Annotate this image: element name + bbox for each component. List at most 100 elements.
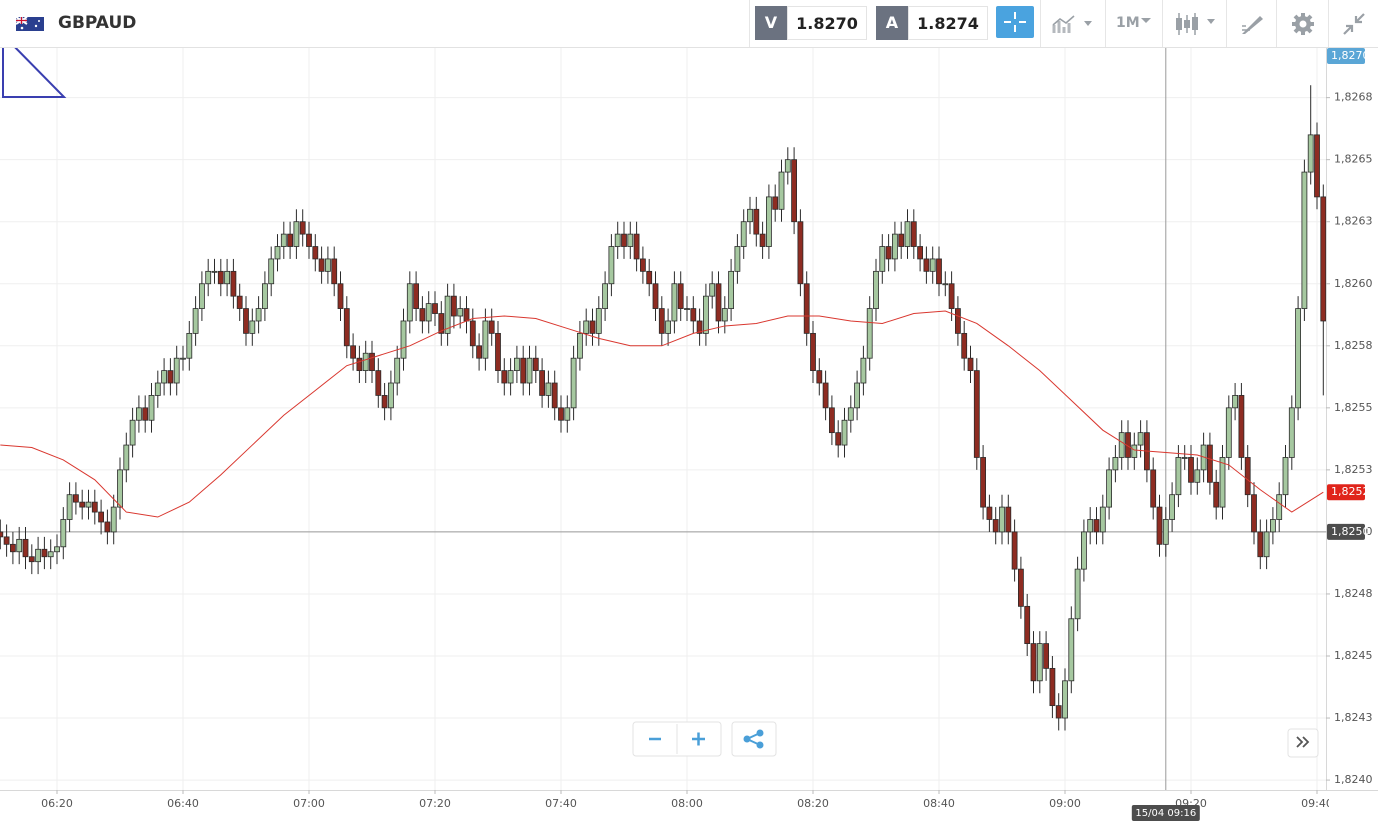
candle-body [640,258,646,272]
candle-body [791,159,797,223]
plot-area [0,48,1326,790]
buy-label[interactable]: A [876,6,908,40]
candle-body [268,258,275,285]
x-tick-label: 07:40 [545,797,577,810]
candle-body [589,320,596,334]
candle-body [829,407,835,434]
candle-body [873,270,879,309]
toolbar: GBPAUD V 1.8270 A 1.8274 1M [0,0,1378,48]
candle-body [73,494,79,503]
candle-body [463,308,470,322]
share-icon-dot [743,735,751,743]
scroll-right-button[interactable] [1287,728,1319,758]
candle-body [955,308,961,334]
candle-body [1087,519,1094,533]
candle-body [224,270,231,285]
timeframe[interactable]: 1M [1116,15,1140,31]
candle-body [324,258,331,272]
candle-body [444,295,451,334]
collapse-button[interactable] [1342,12,1366,36]
zoom-in-button[interactable] [692,732,705,746]
candle-body [438,313,445,334]
candle-body [1137,432,1144,446]
candle-body [432,303,438,314]
candle-body [299,221,306,235]
candle-body [1150,469,1157,508]
candle-body [526,357,533,384]
candle-body [1074,568,1081,620]
sell-price[interactable]: 1.8270 [787,6,867,40]
candle-body [816,370,823,384]
x-tick-label: 09:00 [1049,797,1081,810]
candle-body [167,370,174,384]
sell-label[interactable]: V [755,6,787,40]
candle-body [79,501,86,508]
candle-body [709,283,716,297]
candle-body [772,196,779,210]
share-icon-dot [756,729,764,737]
candle-body [9,543,16,553]
candle-body [929,258,936,272]
candle-body [747,208,753,223]
candle-body [173,357,180,384]
moving-average-line [0,310,1324,518]
candle-body [293,221,300,247]
candle-body [41,548,48,558]
candle-body [387,382,394,409]
candle-body [1043,643,1049,669]
candle-body [1251,494,1257,533]
candle-style-button[interactable] [1175,11,1219,37]
candle-body [759,233,766,247]
settings-button[interactable] [1291,12,1315,36]
share-button[interactable] [731,721,777,757]
symbol[interactable]: GBPAUD [58,13,137,33]
candle-body [98,511,104,523]
candle-body [129,419,136,446]
candle-body [1244,457,1251,496]
candle-body [1081,531,1087,570]
drawing-triangle[interactable] [2,34,67,98]
candle-body [973,370,980,458]
candle-body [822,382,829,409]
y-tick-label: 1,8240 [1334,773,1373,786]
candle-body [797,221,804,285]
candle-body [577,332,583,359]
candle-body [362,352,369,372]
candle-body [936,258,942,285]
candle-body [1162,519,1169,545]
candle-body [734,246,741,272]
candle-body [261,283,268,309]
candle-body [1238,395,1245,458]
candle-body [1301,171,1308,309]
candle-body [658,308,665,334]
candle-body [1270,519,1276,533]
candle-body [514,357,520,372]
candle-body [425,303,432,322]
candle-body [110,506,117,533]
candle-body [810,332,816,372]
crosshair-button[interactable] [996,6,1034,38]
candle-body [413,283,420,309]
candle-body [1062,680,1068,719]
candle-body [1232,395,1238,409]
candle-body [22,538,29,558]
candle-body [627,233,634,247]
drawing-tools-button[interactable] [1240,12,1264,36]
x-tick-label: 08:40 [923,797,955,810]
candle-body [469,320,476,347]
candle-body [948,283,955,309]
candle-body [860,357,867,384]
candle-body [904,221,911,247]
candle-body [1276,494,1283,520]
candle-body [551,382,558,409]
candle-body [703,295,709,334]
candle-body [885,246,892,260]
buy-price[interactable]: 1.8274 [908,6,988,40]
candle-body [135,407,142,421]
candle-body [999,506,1005,533]
candle-body [545,382,552,396]
candle-body [1106,469,1112,508]
crosshair-price-label-box [1327,523,1365,540]
chart-type-button[interactable] [1052,13,1096,35]
grid [0,48,1326,790]
